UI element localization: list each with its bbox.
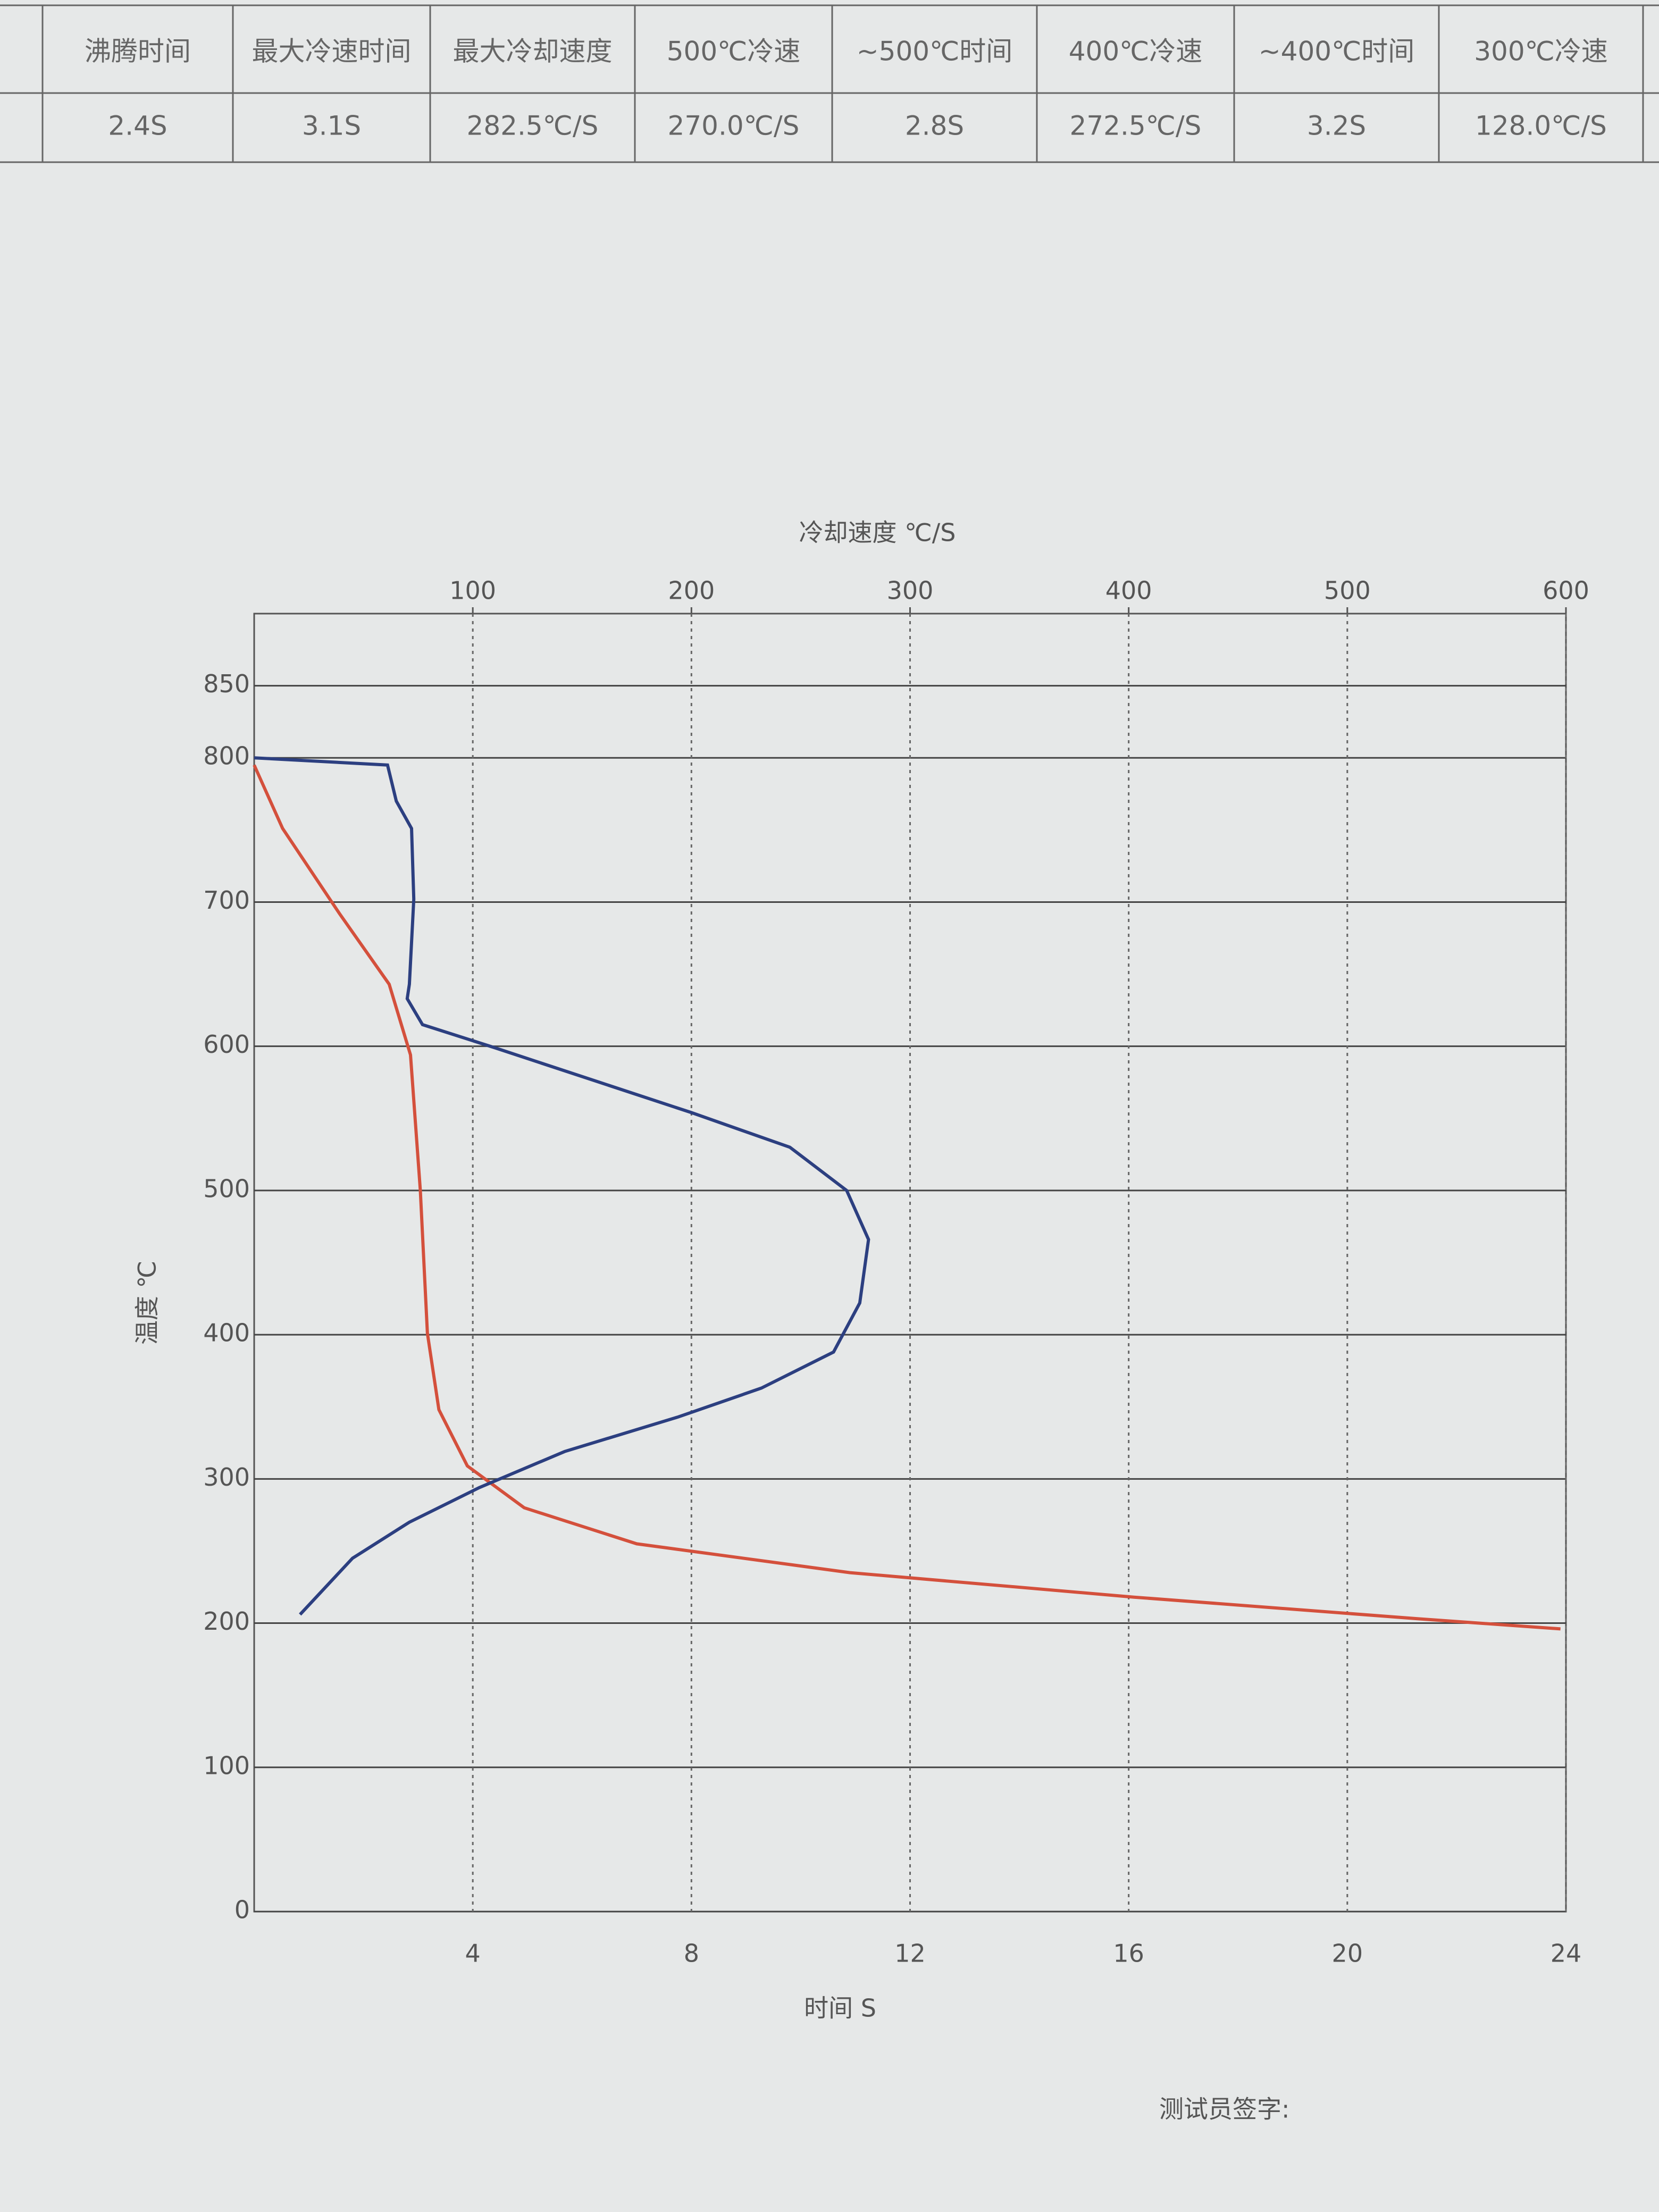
table-header: 300℃冷速 (1474, 36, 1608, 67)
table-header: ~400℃时间 (1259, 36, 1414, 67)
y-tick-label: 600 (203, 1030, 250, 1059)
x-tick-label: 8 (684, 1939, 699, 1968)
series-line (253, 764, 1561, 1631)
x2-tick-label: 100 (449, 576, 496, 605)
x2-tick-label: 500 (1324, 576, 1371, 605)
y-tick-label: 500 (203, 1174, 250, 1203)
table-header: 400℃冷速 (1069, 36, 1203, 67)
series-line (254, 756, 870, 1616)
signature: 测试员签字: (1159, 2095, 1290, 2124)
x2-tick-label: 600 (1543, 576, 1589, 605)
y-tick-label: 700 (203, 886, 250, 915)
y-axis-title: 温度 ℃ (133, 1261, 162, 1345)
y-tick-label: 850 (203, 669, 250, 698)
table-cell: 3.1S (302, 111, 361, 141)
table-cell: 2.8S (905, 111, 964, 141)
table-header: 最大冷速时间 (252, 36, 412, 67)
y-tick-label: 300 (203, 1463, 250, 1492)
x-tick-label: 4 (465, 1939, 481, 1968)
table-cell: 272.5℃/S (1070, 111, 1202, 141)
x2-tick-label: 200 (668, 576, 715, 605)
x2-tick-label: 300 (887, 576, 934, 605)
table-cell: 128.0℃/S (1475, 111, 1607, 141)
table-cell: 2.4S (108, 111, 167, 141)
x2-axis-title: 冷却速度 ℃/S (799, 518, 956, 547)
table-cell: 270.0℃/S (668, 111, 800, 141)
x-tick-label: 16 (1113, 1939, 1144, 1968)
table-header: 500℃冷速 (667, 36, 801, 67)
table-header: 最大冷却速度 (453, 36, 613, 67)
y-tick-label: 100 (203, 1751, 250, 1780)
x-axis-title: 时间 S (804, 1994, 876, 2023)
y-tick-label: 0 (234, 1896, 250, 1924)
x-tick-label: 20 (1332, 1939, 1363, 1968)
table-header: ~500℃时间 (857, 36, 1012, 67)
table-cell: 3.2S (1307, 111, 1366, 141)
x2-tick-label: 400 (1105, 576, 1152, 605)
table-header: 沸腾时间 (85, 36, 191, 67)
x-tick-label: 24 (1551, 1939, 1582, 1968)
y-tick-label: 200 (203, 1607, 250, 1636)
x-tick-label: 12 (894, 1939, 926, 1968)
y-tick-label: 800 (203, 742, 250, 770)
table-cell: 282.5℃/S (467, 111, 599, 141)
y-tick-label: 400 (203, 1319, 250, 1347)
